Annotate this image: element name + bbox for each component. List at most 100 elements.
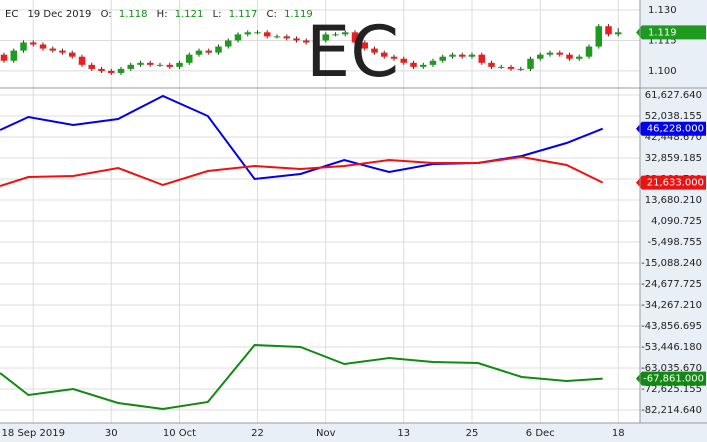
y-tick-label: -15,088.240 — [641, 258, 702, 269]
x-tick-label: 6 Dec — [526, 428, 555, 439]
candle-body — [98, 68, 105, 71]
candle-body — [68, 52, 76, 57]
x-tick-label: 30 — [105, 428, 118, 439]
value-tag — [636, 371, 706, 386]
candle-body — [225, 40, 232, 47]
candle-body — [449, 54, 456, 57]
x-tick-label: 13 — [397, 428, 410, 439]
y-tick-label: 52,038.155 — [645, 111, 702, 122]
y-tick-label: 1.100 — [648, 66, 677, 77]
header-close: 1.119 — [284, 9, 313, 20]
header-low: 1.117 — [229, 9, 258, 20]
y-tick-label: 42,448.670 — [645, 132, 702, 143]
candle-body — [264, 32, 271, 37]
candle-body — [166, 64, 174, 67]
candle-body — [205, 50, 213, 53]
candle-body — [10, 50, 17, 61]
y-tick-label: -72,625.155 — [641, 384, 702, 395]
value-tag — [636, 121, 706, 136]
candle-body — [595, 26, 603, 47]
candle-body — [507, 66, 515, 69]
price-axis-area — [640, 0, 707, 442]
candle-body — [312, 40, 320, 43]
candle-body — [615, 32, 622, 35]
candle-body — [20, 42, 27, 51]
header-label: L: — [213, 9, 222, 20]
candle-body — [566, 54, 573, 59]
candle-body — [293, 38, 300, 41]
y-tick-label: 4,090.725 — [651, 216, 702, 227]
x-tick-label: Nov — [316, 428, 336, 439]
value-tag-label: 46,228.000 — [647, 124, 704, 135]
header-date: 19 Dec 2019 — [28, 9, 92, 20]
candle-body — [0, 54, 8, 61]
x-tick-label: 18 Sep 2019 — [2, 428, 65, 439]
y-tick-label: -63,035.670 — [641, 363, 702, 374]
candle-body — [351, 32, 359, 43]
x-tick-label: 18 — [612, 428, 625, 439]
candle-body — [576, 56, 583, 59]
candle-body — [215, 46, 222, 53]
candle-body — [39, 44, 47, 49]
candle-body — [254, 32, 261, 34]
y-tick-label: -24,677.725 — [641, 279, 702, 290]
plot-layer — [0, 0, 640, 423]
candle-body — [49, 48, 56, 51]
x-tick-label: 22 — [251, 428, 264, 439]
price-tag-label: 1.119 — [648, 27, 677, 38]
candle-body — [605, 26, 612, 35]
candle-body — [127, 64, 134, 69]
series-line — [0, 343, 603, 411]
header-symbol: EC — [5, 9, 18, 20]
candle-body — [420, 64, 427, 67]
price-tag — [636, 25, 706, 40]
candle-body — [273, 36, 281, 38]
candle-body — [546, 52, 554, 55]
candle-body — [234, 34, 242, 41]
y-tick-label: -82,214.640 — [641, 405, 702, 416]
x-tick-label: 10 Oct — [163, 428, 196, 439]
y-tick-label: -34,267.210 — [641, 300, 702, 311]
candle-body — [537, 54, 544, 59]
candle-body — [303, 40, 310, 43]
header-label: H: — [157, 9, 168, 20]
header-label: C: — [267, 9, 277, 20]
candle-body — [88, 64, 95, 69]
header-high: 1.121 — [175, 9, 204, 20]
candle-body — [342, 32, 349, 35]
candle-body — [517, 68, 525, 70]
y-tick-label: -53,446.180 — [641, 342, 702, 353]
candle-body — [146, 62, 154, 65]
candle-body — [195, 50, 203, 55]
candle-body — [176, 62, 183, 67]
value-tag-label: -67,861.000 — [643, 374, 704, 385]
series-line — [0, 155, 604, 187]
candle-body — [556, 52, 564, 55]
candle-body — [400, 58, 408, 63]
time-axis-area — [0, 423, 707, 442]
candle-body — [488, 62, 495, 67]
y-tick-label: 1.130 — [648, 5, 677, 16]
y-tick-label: -5,498.755 — [647, 237, 702, 248]
y-tick-label: 61,627.640 — [645, 90, 702, 101]
candle-body — [29, 42, 37, 45]
candle-body — [107, 70, 115, 73]
header-open: 1.118 — [119, 9, 148, 20]
candle-body — [439, 56, 447, 61]
watermark: EC — [306, 11, 399, 93]
header: EC 19 Dec 2019 O: 1.118 H: 1.121 L: 1.11… — [5, 9, 313, 20]
candle-body — [410, 62, 417, 67]
candle-body — [59, 50, 66, 53]
candle-body — [468, 54, 476, 57]
candle-body — [137, 62, 144, 65]
candle-body — [498, 66, 505, 68]
y-tick-label: 1.115 — [648, 35, 677, 46]
header-label: O: — [101, 9, 112, 20]
candle-body — [156, 64, 164, 66]
candle-body — [585, 46, 593, 57]
candle-body — [78, 56, 86, 65]
candle-body — [527, 58, 534, 69]
candle-body — [429, 60, 437, 65]
candle-body — [283, 36, 291, 39]
